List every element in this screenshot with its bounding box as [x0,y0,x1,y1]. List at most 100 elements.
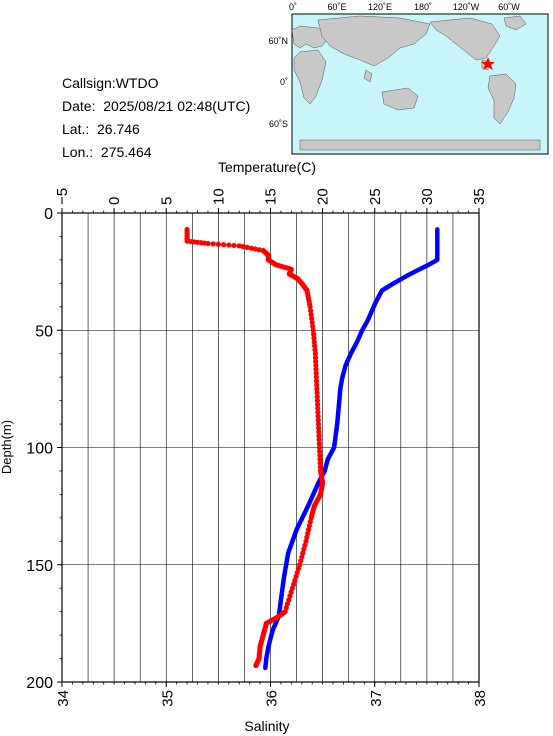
profile-point [310,331,317,337]
temperature-tick-label: −5 [54,188,71,205]
profile-point [314,390,320,396]
temperature-tick-label: 30 [419,188,436,205]
profile-point [297,562,303,568]
depth-axis-label: Depth(m) [0,420,14,474]
profile-point [313,366,319,372]
temperature-tick-label: 25 [367,188,384,205]
profile-point [308,515,314,521]
profile-point [314,398,321,404]
profile-point [289,585,295,591]
profile-point [308,312,314,318]
profile-point [226,242,232,248]
salinity-tick-label: 37 [368,690,385,707]
profile-point [304,534,310,540]
profile-point [300,550,306,556]
temperature-tick-label: 10 [210,188,227,205]
profile-point [313,378,320,384]
profile-point [287,593,293,599]
profile-point [314,386,320,392]
map-lat-label: 0˚ [280,77,288,87]
salinity-tick-label: 38 [472,690,489,707]
profile-point [293,573,299,580]
profile-point [309,319,315,326]
depth-tick-label: 200 [26,675,53,692]
profile-point [248,245,254,251]
profile-point [215,241,221,247]
profile-point [253,662,259,669]
depth-tick-label: 50 [35,323,53,340]
profile-point [305,526,312,533]
profile-point [308,308,314,314]
profile-point [205,240,211,247]
profile-point [315,413,321,419]
profile-point [314,382,320,388]
temperature-tick-label: 0 [106,197,123,205]
salinity-tick-label: 35 [159,690,176,707]
profile-point [315,421,322,427]
latitude-text: Lat.: 26.746 [62,121,140,137]
profile-point [315,417,321,423]
profile-point [310,327,316,333]
map-lat-label: 60˚S [269,119,288,129]
profile-point [305,530,311,537]
profile-point [301,546,307,552]
profile-point [286,597,292,603]
station-info: Callsign:WTDO Date: 2025/08/21 02:48(UTC… [62,72,250,164]
temperature-tick-label: 5 [158,197,175,205]
profile-point [314,401,321,408]
profile-point [316,444,323,451]
profile-point [306,523,313,529]
profile-point [316,429,322,435]
profile-point [298,558,304,564]
salinity-tick-label: 36 [264,690,281,707]
map-lon-label: 180˚ [414,2,432,12]
profile-point [295,566,302,572]
profile-point [317,460,323,466]
profile-point [317,456,323,462]
depth-tick-label: 100 [26,441,53,458]
profile-point [313,374,319,380]
profile-point [231,242,237,249]
profile-point [303,538,309,544]
profile-point [317,452,323,458]
profile-point [307,304,313,310]
depth-tick-label: 150 [26,558,53,575]
profile-point [256,247,262,253]
profile-point [311,335,317,341]
profile-point [312,351,318,357]
profile-point [292,577,298,583]
profile-point [284,601,291,607]
profile-point [317,464,323,470]
profile-point [316,433,322,439]
profile-point [310,323,316,329]
map-lon-label: 60˚E [327,2,346,12]
map-lon-label: 120˚W [453,2,480,12]
longitude-text: Lon.: 275.464 [62,144,152,160]
profile-point [252,246,258,252]
continents [291,15,541,151]
date-text: Date: 2025/08/21 02:48(UTC) [62,98,251,114]
profile-point [314,394,320,400]
profile-line [263,227,440,671]
profile-point [291,581,297,587]
profile-point [309,315,315,322]
profile-point [316,425,322,431]
map-lon-label: 60˚W [498,2,520,12]
profile-point [312,347,318,353]
profile-point [283,605,289,611]
temperature-tick-label: 20 [315,188,332,205]
profile-point [312,355,319,361]
chart-grid [61,213,480,682]
temperature-tick-label: 35 [471,188,488,205]
callsign-text: Callsign:WTDO [62,75,159,91]
chart-series [184,226,440,671]
profile-point [316,437,322,443]
world-map-inset: 0˚ 60˚E 120˚E 180˚ 120˚W 60˚W 60˚N 0˚ 60… [268,2,549,155]
profile-point [210,241,216,247]
map-lat-label: 60˚N [268,36,288,46]
profile-point [313,362,319,369]
profile-point [302,542,308,548]
profile-point [220,242,227,248]
depth-tick-label: 0 [44,206,53,223]
